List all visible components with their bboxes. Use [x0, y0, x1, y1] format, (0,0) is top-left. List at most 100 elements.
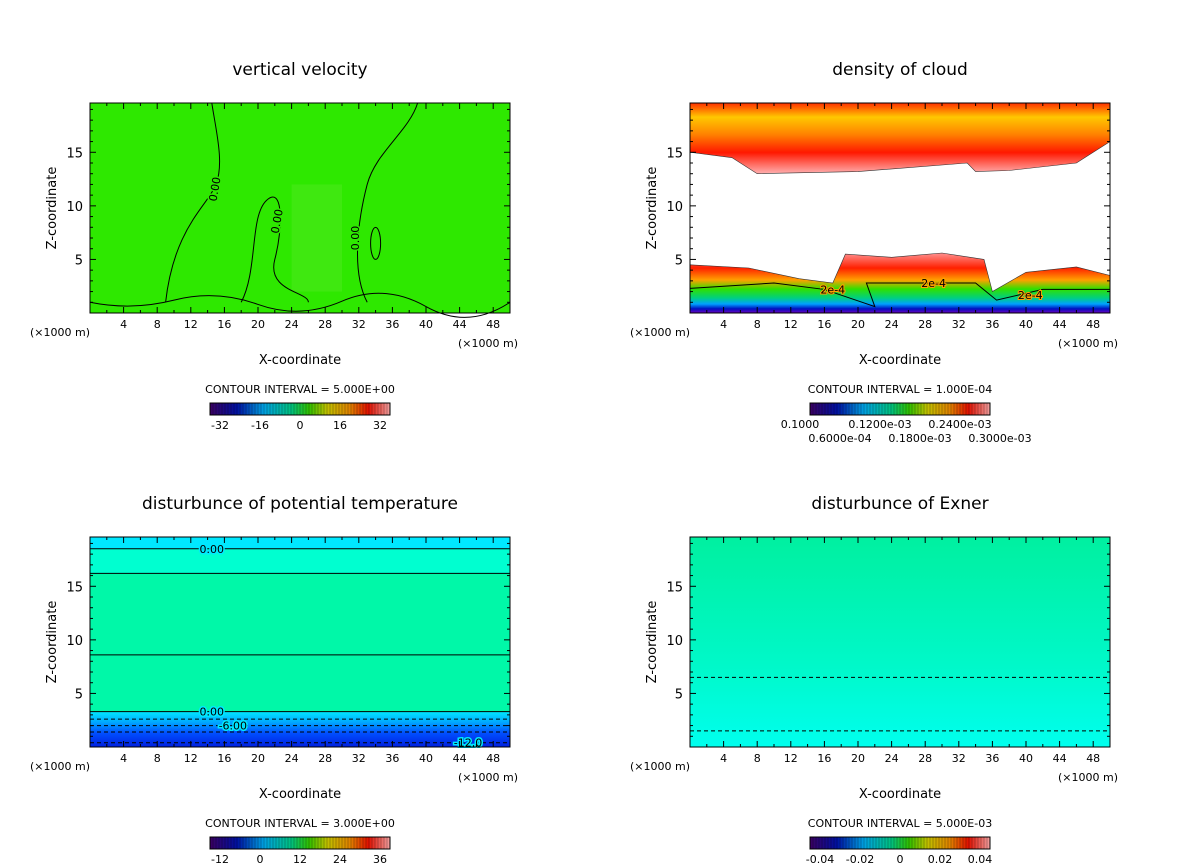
x-unit-right: (×1000 m) [458, 337, 518, 350]
colorbar-label: 0.3000e-03 [968, 432, 1031, 445]
x-tick-label: 20 [251, 318, 265, 331]
colorbar-label: 0 [897, 853, 904, 866]
x-tick-label: 28 [918, 752, 932, 765]
x-tick-label: 8 [154, 318, 161, 331]
panel-title: disturbunce of Exner [811, 494, 988, 514]
colorbar-label: 0.04 [968, 853, 993, 866]
y-axis-label: Z-coordinate [645, 167, 660, 250]
panel-theta: disturbunce of potential temperature 0.00… [30, 494, 518, 866]
x-unit-left: (×1000 m) [30, 326, 90, 339]
colorbar-label: 0.6000e-04 [808, 432, 871, 445]
x-axis-label: X-coordinate [859, 353, 941, 368]
y-tick-label: 5 [675, 253, 683, 268]
field-fill [90, 537, 510, 549]
x-tick-label: 44 [453, 752, 467, 765]
x-tick-label: 48 [486, 318, 500, 331]
plot-frame [89, 536, 511, 748]
colorbar-label: -12 [211, 853, 229, 866]
x-axis-label: X-coordinate [859, 787, 941, 802]
x-axis-label: X-coordinate [259, 787, 341, 802]
colorbar-label: 16 [333, 419, 347, 432]
colorbar-label: 32 [373, 419, 387, 432]
x-tick-label: 48 [486, 752, 500, 765]
contour-label: 2e-4 [921, 277, 946, 290]
y-tick-label: 15 [666, 580, 683, 595]
x-tick-label: 32 [952, 318, 966, 331]
contour-line [357, 102, 419, 303]
field-fill [291, 184, 342, 292]
y-tick-label: 5 [75, 253, 83, 268]
contour-label: 0.00 [349, 226, 362, 251]
x-tick-label: 20 [251, 752, 265, 765]
colorbar-label: 0 [297, 419, 304, 432]
x-tick-label: 28 [318, 318, 332, 331]
colorbar-label: 0.1000 [781, 418, 820, 431]
x-unit-left: (×1000 m) [630, 760, 690, 773]
x-tick-label: 24 [285, 752, 299, 765]
y-tick-label: 10 [666, 634, 683, 649]
x-tick-label: 36 [385, 752, 399, 765]
y-tick-label: 10 [66, 634, 83, 649]
plot-frame [689, 102, 1111, 314]
colorbar-label: 24 [333, 853, 347, 866]
contour-label: 0.00 [269, 208, 286, 234]
x-tick-label: 32 [352, 752, 366, 765]
y-axis-label: Z-coordinate [45, 601, 60, 684]
y-tick-label: 10 [666, 200, 683, 215]
colorbar-label: 0.1200e-03 [848, 418, 911, 431]
x-tick-label: 20 [851, 752, 865, 765]
contour-interval: CONTOUR INTERVAL = 3.000E+00 [205, 817, 395, 830]
x-axis-label: X-coordinate [259, 353, 341, 368]
x-tick-label: 4 [120, 318, 127, 331]
contour-line [370, 226, 382, 260]
x-unit-right: (×1000 m) [1058, 337, 1118, 350]
colorbar-label: 0.02 [928, 853, 953, 866]
x-unit-right: (×1000 m) [1058, 771, 1118, 784]
x-tick-label: 28 [318, 752, 332, 765]
contour-line [689, 282, 1110, 308]
x-tick-label: 44 [1053, 318, 1067, 331]
contour-line [165, 102, 221, 303]
colorbar [209, 402, 391, 416]
colorbar-label: 0.2400e-03 [928, 418, 991, 431]
x-tick-label: 16 [217, 752, 231, 765]
x-unit-left: (×1000 m) [630, 326, 690, 339]
contour-label: -12.0 [454, 737, 482, 750]
x-tick-label: 12 [184, 318, 198, 331]
x-tick-label: 8 [754, 752, 761, 765]
y-tick-label: 10 [66, 200, 83, 215]
x-unit-left: (×1000 m) [30, 760, 90, 773]
colorbar [809, 836, 991, 850]
x-tick-label: 44 [453, 318, 467, 331]
contour-label: 0.00 [200, 543, 225, 556]
contour-label: 0.00 [207, 176, 224, 202]
x-tick-label: 48 [1086, 752, 1100, 765]
x-tick-label: 40 [419, 318, 433, 331]
x-tick-label: 44 [1053, 752, 1067, 765]
x-tick-label: 40 [1019, 318, 1033, 331]
contour-label: 2e-4 [1018, 289, 1043, 302]
x-tick-label: 36 [985, 752, 999, 765]
contour-interval: CONTOUR INTERVAL = 1.000E-04 [808, 383, 992, 396]
x-tick-label: 8 [754, 318, 761, 331]
x-tick-label: 32 [352, 318, 366, 331]
y-axis-label: Z-coordinate [45, 167, 60, 250]
y-tick-label: 15 [66, 146, 83, 161]
x-tick-label: 36 [985, 318, 999, 331]
x-tick-label: 20 [851, 318, 865, 331]
x-unit-right: (×1000 m) [458, 771, 518, 784]
x-tick-label: 4 [720, 752, 727, 765]
panel-title: disturbunce of potential temperature [142, 494, 458, 514]
x-tick-label: 16 [217, 318, 231, 331]
contour-label: 0.00 [200, 706, 225, 719]
x-tick-label: 16 [817, 752, 831, 765]
y-tick-label: 5 [675, 687, 683, 702]
colorbar-label: -0.04 [806, 853, 834, 866]
x-tick-label: 12 [784, 318, 798, 331]
contour-interval: CONTOUR INTERVAL = 5.000E+00 [205, 383, 395, 396]
colorbar-label: -0.02 [846, 853, 874, 866]
x-tick-label: 24 [285, 318, 299, 331]
